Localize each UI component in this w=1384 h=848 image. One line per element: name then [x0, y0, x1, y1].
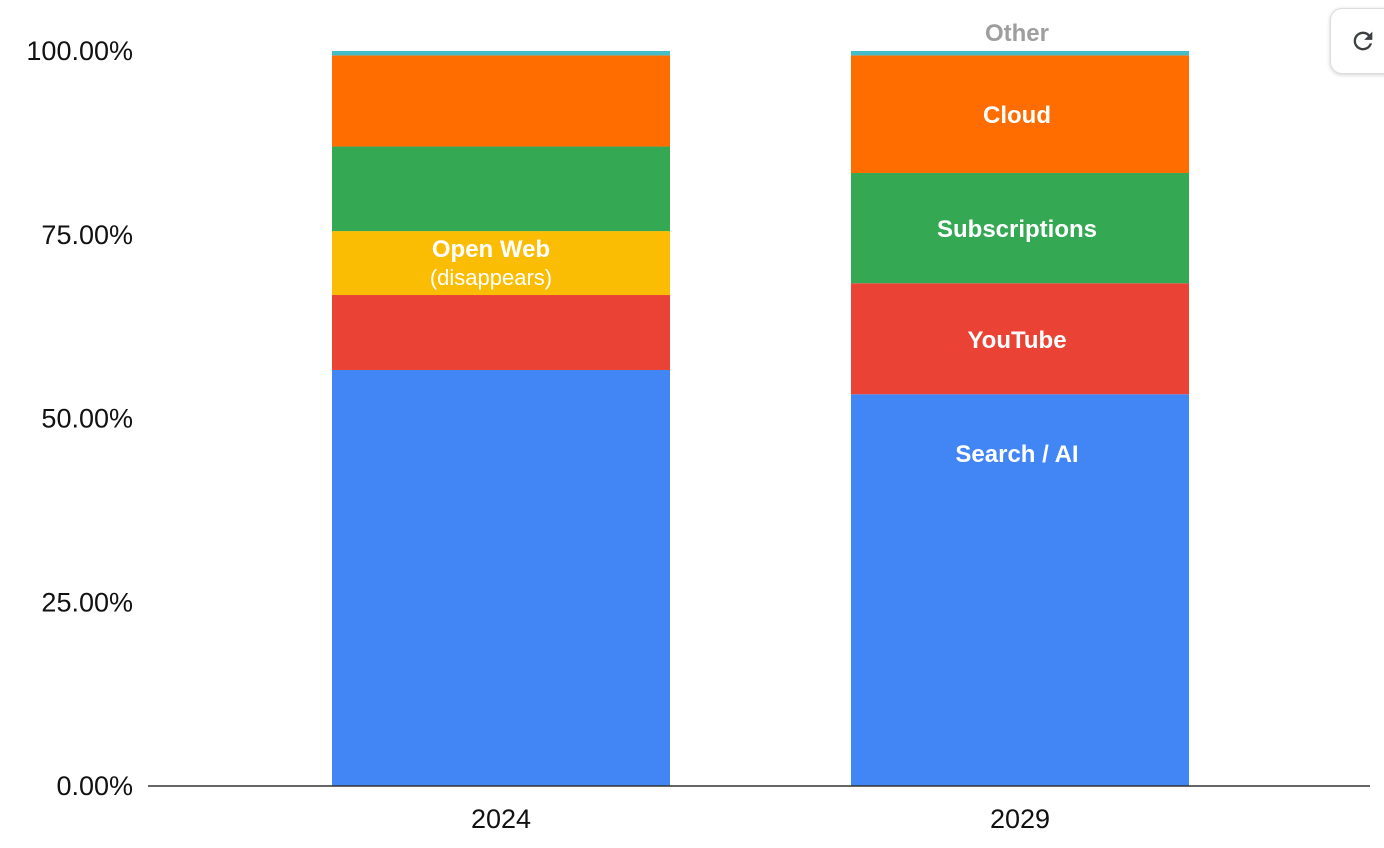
- annotation-label: YouTube: [967, 327, 1066, 354]
- y-tick-label: 25.00%: [41, 587, 133, 617]
- annotation-label: Cloud: [983, 102, 1051, 129]
- y-tick-label: 0.00%: [56, 771, 133, 801]
- y-tick-label: 75.00%: [41, 220, 133, 250]
- bar-segment-other-2029: [851, 51, 1189, 56]
- bar-segment-openweb-2024: [332, 231, 670, 296]
- bars: [332, 51, 1189, 786]
- annotation-label: Subscriptions: [937, 216, 1097, 243]
- y-tick-label: 100.00%: [26, 36, 133, 66]
- y-axis-ticks: 0.00% 25.00% 50.00% 75.00% 100.00%: [26, 36, 133, 801]
- x-tick-label: 2029: [990, 804, 1050, 834]
- annotation-label: Open Web: [432, 236, 550, 263]
- bar-segment-cloud-2029: [851, 55, 1189, 174]
- x-axis-labels: 2024 2029: [471, 804, 1050, 834]
- bar-segment-subs-2029: [851, 173, 1189, 284]
- x-tick-label: 2024: [471, 804, 531, 834]
- bar-segment-subs-2024: [332, 146, 670, 232]
- annotation-label: Other: [985, 20, 1049, 47]
- bar-segment-other-2024: [332, 51, 670, 56]
- bar-segment-search-2029: [851, 394, 1189, 786]
- bar-segment-search-2024: [332, 369, 670, 786]
- bar-segment-youtube-2029: [851, 283, 1189, 395]
- refresh-button[interactable]: [1330, 8, 1384, 74]
- segment-annotations: Open Web(disappears) Search / AI YouTube Su…: [430, 20, 1097, 468]
- bar-segment-cloud-2024: [332, 55, 670, 147]
- annotation-sublabel: (disappears): [430, 265, 552, 290]
- annotation-label: Search / AI: [955, 441, 1078, 468]
- y-tick-label: 50.00%: [41, 404, 133, 434]
- refresh-icon: [1353, 31, 1373, 51]
- bar-segment-youtube-2024: [332, 295, 670, 370]
